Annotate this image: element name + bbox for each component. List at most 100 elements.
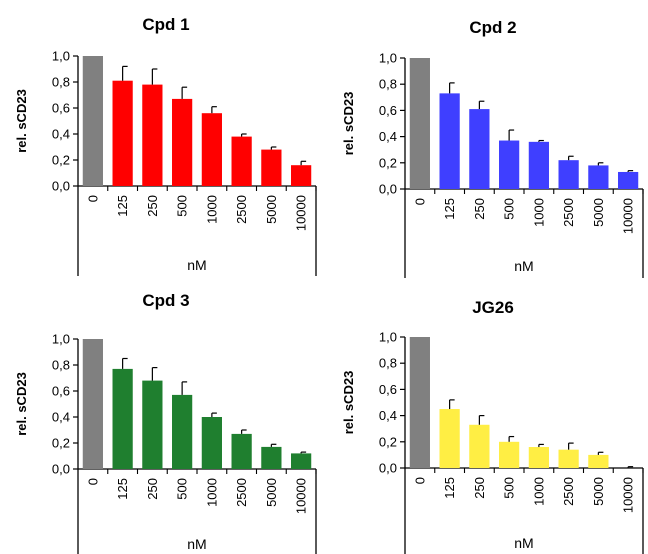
bar	[201, 113, 222, 186]
bar	[499, 140, 520, 189]
y-axis-label: rel. sCD23	[14, 372, 29, 436]
y-tick-label: 0,4	[52, 410, 70, 425]
x-axis-label: nM	[514, 258, 533, 274]
x-tick-label: 5000	[591, 477, 606, 506]
bar	[231, 136, 252, 186]
bar	[409, 337, 430, 468]
x-tick-label: 1000	[531, 477, 546, 506]
y-tick-label: 0,0	[379, 182, 397, 197]
bar	[409, 58, 430, 189]
y-tick-label: 1,0	[52, 49, 70, 64]
bar	[291, 165, 312, 186]
x-axis-label: nM	[187, 257, 206, 273]
bar	[201, 417, 222, 469]
x-tick-label: 1000	[204, 195, 219, 224]
bar	[261, 149, 282, 186]
x-tick-label: 2500	[561, 198, 576, 227]
x-tick-label: 5000	[591, 198, 606, 227]
bar	[558, 449, 579, 468]
bar	[291, 453, 312, 469]
y-tick-label: 0,0	[379, 461, 397, 476]
bar	[142, 380, 163, 469]
bar	[82, 339, 103, 469]
bar	[588, 165, 609, 189]
bar	[112, 80, 133, 186]
y-tick-label: 0,6	[52, 101, 70, 116]
chart-title: Cpd 2	[469, 18, 516, 37]
x-tick-label: 125	[115, 478, 130, 500]
x-tick-label: 500	[175, 195, 190, 217]
chart-title: JG26	[472, 298, 514, 317]
y-tick-label: 0,4	[379, 408, 397, 423]
bar	[528, 141, 549, 189]
chart-title: Cpd 1	[142, 15, 189, 34]
x-tick-label: 500	[502, 198, 517, 220]
y-tick-label: 1,0	[52, 332, 70, 347]
bar	[528, 447, 549, 468]
y-tick-label: 0,4	[52, 127, 70, 142]
y-tick-label: 1,0	[379, 330, 397, 345]
y-tick-label: 1,0	[379, 51, 397, 66]
bar	[439, 93, 460, 189]
bar	[231, 433, 252, 469]
x-tick-label: 500	[175, 478, 190, 500]
x-axis-label: nM	[187, 536, 206, 552]
bar	[142, 84, 163, 186]
y-axis-label: rel. sCD23	[341, 92, 356, 156]
x-tick-label: 10000	[621, 198, 636, 234]
chart-panel: Cpd 1 rel. sCD23 0,0 0,2 0,4 0,6 0,8 1,0 0 125 250…	[14, 15, 317, 276]
y-tick-label: 0,6	[379, 103, 397, 118]
y-tick-label: 0,2	[379, 155, 397, 170]
x-tick-label: 1000	[204, 478, 219, 507]
bar	[558, 160, 579, 189]
y-tick-label: 0,8	[379, 77, 397, 92]
chart-panel: JG26 rel. sCD23 0,0 0,2 0,4 0,6 0,8 1,0 0 125 250 5…	[341, 298, 644, 554]
x-tick-label: 5000	[264, 478, 279, 507]
y-tick-label: 0,8	[52, 358, 70, 373]
x-tick-label: 250	[472, 477, 487, 499]
x-tick-label: 125	[442, 477, 457, 499]
bar	[261, 446, 282, 469]
bar	[588, 454, 609, 468]
x-tick-label: 1000	[531, 198, 546, 227]
x-tick-label: 0	[85, 195, 100, 202]
x-tick-label: 500	[502, 477, 517, 499]
x-tick-label: 2500	[234, 195, 249, 224]
y-tick-label: 0,0	[52, 462, 70, 477]
chart-title: Cpd 3	[142, 291, 189, 310]
y-tick-label: 0,8	[379, 356, 397, 371]
y-tick-label: 0,2	[379, 434, 397, 449]
y-tick-label: 0,6	[52, 384, 70, 399]
bar	[172, 98, 193, 186]
y-tick-label: 0,6	[379, 382, 397, 397]
x-axis-label: nM	[514, 535, 533, 551]
bar	[112, 368, 133, 469]
x-tick-label: 2500	[561, 477, 576, 506]
y-tick-label: 0,0	[52, 179, 70, 194]
x-tick-label: 250	[145, 195, 160, 217]
bar	[499, 441, 520, 468]
x-tick-label: 10000	[294, 478, 309, 514]
x-tick-label: 250	[145, 478, 160, 500]
bar	[618, 171, 639, 189]
bar	[469, 424, 490, 468]
x-tick-label: 125	[442, 198, 457, 220]
x-tick-label: 125	[115, 195, 130, 217]
y-tick-label: 0,2	[52, 436, 70, 451]
y-tick-label: 0,2	[52, 153, 70, 168]
x-tick-label: 10000	[621, 477, 636, 513]
chart-panel: Cpd 3 rel. sCD23 0,0 0,2 0,4 0,6 0,8 1,0 0 125 250…	[14, 291, 317, 554]
x-tick-label: 10000	[294, 195, 309, 231]
y-axis-label: rel. sCD23	[14, 89, 29, 153]
x-tick-label: 0	[412, 477, 427, 484]
x-tick-label: 0	[412, 198, 427, 205]
y-axis-label: rel. sCD23	[341, 371, 356, 435]
x-tick-label: 250	[472, 198, 487, 220]
x-tick-label: 2500	[234, 478, 249, 507]
bar	[82, 56, 103, 186]
x-tick-label: 5000	[264, 195, 279, 224]
bar	[439, 409, 460, 468]
y-tick-label: 0,4	[379, 129, 397, 144]
bar	[469, 109, 490, 189]
